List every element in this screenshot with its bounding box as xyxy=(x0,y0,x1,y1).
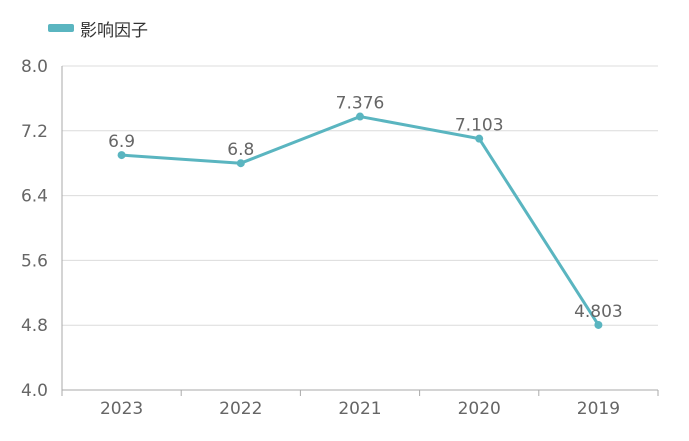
legend-label: 影响因子 xyxy=(80,20,148,41)
y-tick-label: 5.6 xyxy=(21,251,48,271)
data-point[interactable] xyxy=(475,134,484,143)
data-point[interactable] xyxy=(594,320,603,329)
x-tick-label: 2019 xyxy=(577,399,620,419)
y-tick-label: 6.4 xyxy=(21,187,48,207)
x-tick-label: 2022 xyxy=(219,399,262,419)
y-tick-label: 7.2 xyxy=(21,122,48,142)
data-point[interactable] xyxy=(117,151,126,160)
x-tick-label: 2023 xyxy=(100,399,143,419)
data-point[interactable] xyxy=(236,159,245,168)
data-label: 7.376 xyxy=(336,94,385,114)
x-tick-label: 2021 xyxy=(338,399,381,419)
data-label: 6.8 xyxy=(227,140,254,160)
data-label: 6.9 xyxy=(108,132,135,152)
y-tick-label: 8.0 xyxy=(21,57,48,77)
series-line xyxy=(121,115,600,326)
x-tick-label: 2020 xyxy=(458,399,501,419)
legend-swatch xyxy=(48,24,74,32)
y-tick-label: 4.0 xyxy=(21,381,48,401)
data-point[interactable] xyxy=(356,112,364,121)
data-label: 7.103 xyxy=(455,116,504,136)
data-label: 4.803 xyxy=(574,302,623,322)
y-tick-label: 4.8 xyxy=(21,316,48,336)
legend[interactable]: 影响因子 xyxy=(48,16,148,41)
